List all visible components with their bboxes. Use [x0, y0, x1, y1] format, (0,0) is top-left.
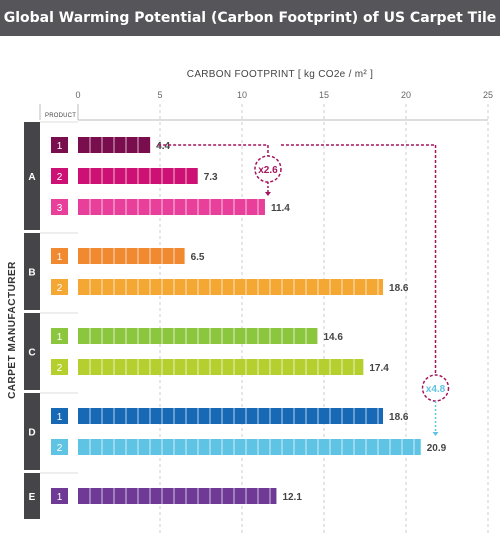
annotation-label: x4.8 — [426, 384, 446, 395]
value-label: 7.3 — [204, 172, 218, 183]
value-label: 14.6 — [323, 332, 343, 343]
product-box — [51, 488, 68, 504]
x-tick-label: 10 — [237, 90, 247, 100]
manufacturer-band — [24, 393, 40, 470]
manufacturer-band — [24, 473, 40, 519]
x-axis-title: CARBON FOOTPRINT [ kg CO2e / m² ] — [187, 69, 373, 80]
manufacturer-band — [24, 122, 40, 230]
product-box — [51, 279, 68, 295]
product-header: PRODUCT — [45, 113, 76, 119]
value-label: 11.4 — [271, 203, 290, 214]
value-label: 17.4 — [369, 363, 389, 374]
bar — [78, 439, 421, 455]
product-box — [51, 168, 68, 184]
manufacturer-label: C — [28, 348, 35, 359]
value-label: 12.1 — [282, 492, 302, 503]
value-label: 20.9 — [427, 443, 447, 454]
y-axis-title: CARPET MANUFACTURER — [7, 261, 18, 399]
x-tick-label: 20 — [401, 90, 411, 100]
manufacturer-band — [24, 233, 40, 310]
product-box — [51, 359, 68, 375]
value-label: 18.6 — [389, 412, 409, 423]
x-tick-label: 5 — [157, 90, 162, 100]
annotation-arrow — [432, 432, 439, 436]
bar — [78, 408, 384, 424]
value-label: 18.6 — [389, 283, 409, 294]
bar — [78, 359, 364, 375]
value-label: 4.4 — [156, 141, 170, 152]
product-box — [51, 328, 68, 344]
product-label: 2 — [57, 172, 63, 183]
manufacturer-label: D — [28, 428, 35, 439]
manufacturer-label: B — [28, 268, 35, 279]
product-label: 2 — [57, 283, 63, 294]
product-label: 1 — [57, 492, 63, 503]
product-label: 1 — [57, 252, 63, 263]
bar — [78, 199, 265, 215]
product-box — [51, 137, 68, 153]
x-tick-label: 15 — [319, 90, 329, 100]
product-label: 1 — [57, 412, 63, 423]
product-box — [51, 439, 68, 455]
bar — [78, 248, 185, 264]
product-label: 2 — [57, 443, 63, 454]
product-label: 1 — [57, 141, 63, 152]
chart-title: Global Warming Potential (Carbon Footpri… — [0, 0, 500, 36]
product-label: 2 — [57, 363, 63, 374]
product-box — [51, 248, 68, 264]
x-tick-label: 25 — [483, 90, 493, 100]
product-box — [51, 199, 68, 215]
product-label: 1 — [57, 332, 63, 343]
bar — [78, 279, 384, 295]
annotation-label: x2.6 — [258, 165, 278, 176]
x-tick-label: 0 — [75, 90, 80, 100]
product-label: 3 — [57, 203, 63, 214]
annotation-arrow — [264, 192, 271, 196]
product-box — [51, 408, 68, 424]
manufacturer-band — [24, 313, 40, 390]
value-label: 6.5 — [191, 252, 205, 263]
manufacturer-label: A — [28, 172, 35, 183]
bar — [78, 488, 277, 504]
manufacturer-label: E — [29, 492, 36, 503]
